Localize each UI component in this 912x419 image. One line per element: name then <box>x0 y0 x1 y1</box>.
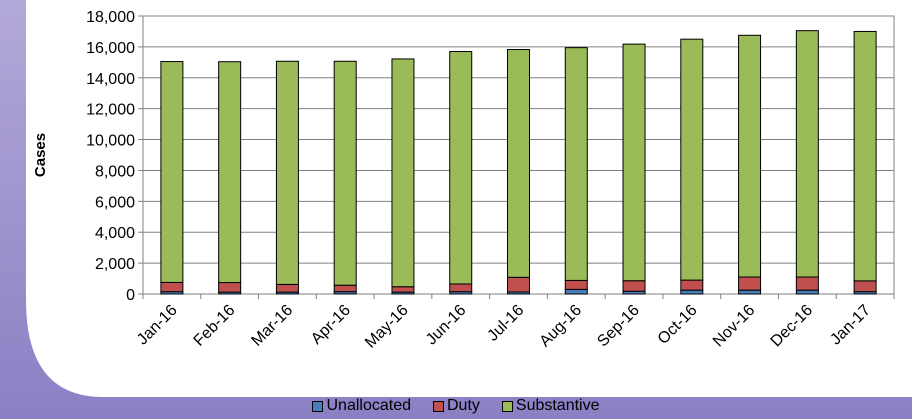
bar-duty-jan-16 <box>160 281 184 293</box>
x-tick-label: Mar-16 <box>248 302 296 350</box>
legend-label: Duty <box>446 397 480 414</box>
bar-unallocated-dec-16 <box>795 289 819 295</box>
legend-label: Unallocated <box>326 397 411 414</box>
legend: Unallocated Duty Substantive <box>0 397 912 415</box>
bar-duty-jan-17 <box>853 280 877 293</box>
bar-substantive-oct-16 <box>680 38 704 281</box>
bar-duty-jul-16 <box>507 276 530 293</box>
x-tick-label: Nov-16 <box>710 302 759 351</box>
y-tick-label: 8,000 <box>95 163 135 180</box>
x-tick-label: Apr-16 <box>308 302 354 348</box>
y-tick-label: 0 <box>126 287 135 304</box>
x-tick-label: Jan-17 <box>827 302 874 349</box>
bar-substantive-jan-17 <box>853 30 877 282</box>
bar-substantive-sep-16 <box>622 43 646 282</box>
bar-substantive-nov-16 <box>738 34 762 278</box>
legend-swatch <box>312 400 324 412</box>
bar-substantive-feb-16 <box>218 61 242 284</box>
bar-duty-dec-16 <box>795 276 819 291</box>
bar-duty-oct-16 <box>680 279 704 291</box>
bar-substantive-jun-16 <box>449 51 473 285</box>
bar-substantive-jul-16 <box>507 49 530 278</box>
bar-duty-nov-16 <box>738 276 762 291</box>
bar-duty-may-16 <box>391 286 415 293</box>
y-tick-label: 10,000 <box>86 133 135 150</box>
legend-item-substantive: Substantive <box>501 397 600 415</box>
bar-substantive-mar-16 <box>275 60 299 285</box>
x-tick-label: Jun-16 <box>423 302 470 349</box>
bar-substantive-dec-16 <box>795 30 819 278</box>
bar-substantive-apr-16 <box>333 60 357 286</box>
bar-unallocated-aug-16 <box>564 288 588 295</box>
x-tick-label: Jan-16 <box>134 302 181 349</box>
x-tick-label: Oct-16 <box>655 302 701 348</box>
bar-substantive-may-16 <box>391 58 415 288</box>
bar-duty-feb-16 <box>218 282 242 293</box>
legend-swatch <box>501 400 513 412</box>
y-tick-label: 2,000 <box>95 256 135 273</box>
bar-unallocated-oct-16 <box>680 289 704 295</box>
x-tick-label: Dec-16 <box>768 302 817 351</box>
bars <box>160 30 877 295</box>
y-tick-label: 4,000 <box>95 225 135 242</box>
x-tick-label: Sep-16 <box>594 302 643 351</box>
bar-duty-jun-16 <box>449 283 473 293</box>
bar-unallocated-nov-16 <box>738 289 762 295</box>
y-axis-title: Cases <box>32 133 49 177</box>
bar-duty-apr-16 <box>333 284 357 293</box>
x-tick-label: May-16 <box>362 302 412 352</box>
y-tick-label: 18,000 <box>86 9 135 26</box>
bar-duty-mar-16 <box>275 283 299 293</box>
bar-substantive-aug-16 <box>564 47 588 281</box>
y-tick-label: 16,000 <box>86 40 135 57</box>
x-tick-label: Jul-16 <box>484 302 527 345</box>
legend-swatch <box>432 400 444 412</box>
legend-item-unallocated: Unallocated <box>312 397 411 415</box>
bar-duty-sep-16 <box>622 280 646 292</box>
legend-item-duty: Duty <box>432 397 480 415</box>
y-tick-label: 6,000 <box>95 194 135 211</box>
bar-duty-aug-16 <box>564 279 588 290</box>
bar-substantive-jan-16 <box>160 61 184 283</box>
y-tick-label: 12,000 <box>86 102 135 119</box>
x-tick-label: Feb-16 <box>191 302 239 350</box>
x-tick-label: Aug-16 <box>537 302 586 351</box>
y-tick-label: 14,000 <box>86 71 135 88</box>
legend-label: Substantive <box>515 397 600 414</box>
